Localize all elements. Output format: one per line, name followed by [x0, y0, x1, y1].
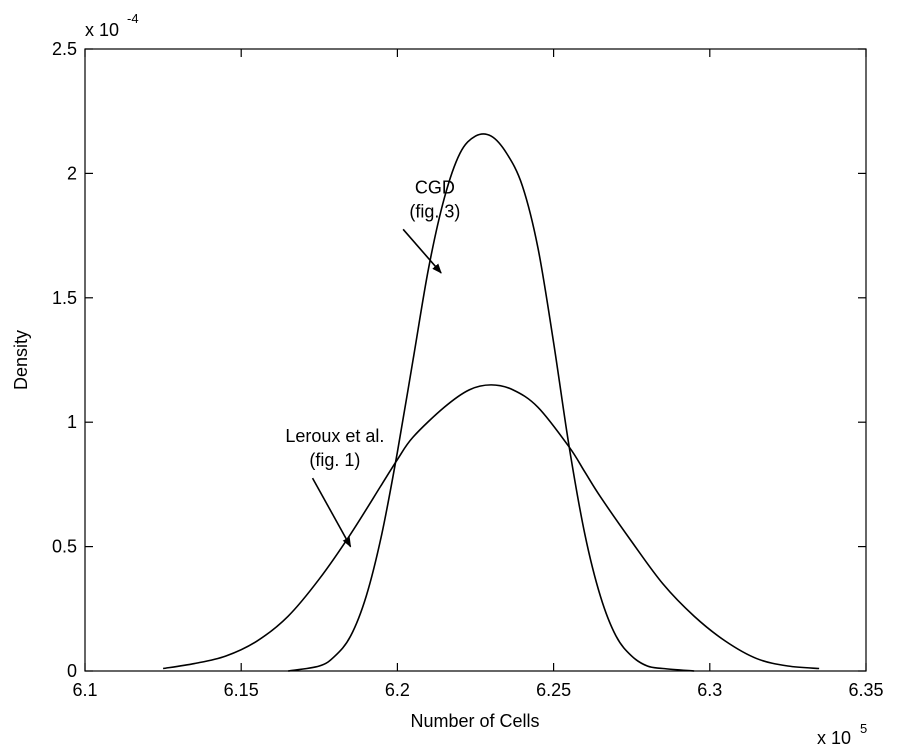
series-curves: [162, 133, 820, 672]
plot-frame: [84, 48, 867, 672]
y-tick-label: 0: [67, 661, 77, 681]
y-tick-label: 2: [67, 163, 77, 183]
y-multiplier-exponent: -4: [127, 11, 139, 26]
annotation-1: CGD (fig. 3): [402, 177, 460, 274]
x-tick-label: 6.25: [536, 680, 571, 700]
annotation-label: (fig. 1): [309, 450, 360, 470]
annotation-label: Leroux et al.: [285, 426, 384, 446]
y-tick-label: 1: [67, 412, 77, 432]
x-tick-label: 6.15: [224, 680, 259, 700]
x-tick-label: 6.35: [848, 680, 883, 700]
y-tick-label: 2.5: [52, 39, 77, 59]
x-tick-label: 6.1: [72, 680, 97, 700]
annotation-arrow: [311, 477, 352, 548]
x-multiplier-exponent: 5: [860, 721, 867, 736]
y-multiplier-base: x 10: [85, 20, 119, 40]
annotations: CGD (fig. 3) Leroux et al. (fig. 1): [285, 177, 460, 548]
annotation-2: Leroux et al. (fig. 1): [285, 426, 384, 548]
x-axis-title: Number of Cells: [410, 711, 539, 731]
x-tick-labels: 6.1 6.15 6.2 6.25 6.3 6.35: [72, 680, 883, 700]
x-multiplier-base: x 10: [817, 728, 851, 748]
x-tick-label: 6.3: [697, 680, 722, 700]
y-multiplier: x 10 -4: [85, 11, 139, 40]
series-line-2: [287, 133, 695, 672]
annotation-arrow: [402, 228, 442, 274]
annotation-label: (fig. 3): [409, 201, 460, 221]
y-tick-label: 1.5: [52, 288, 77, 308]
annotation-label: CGD: [415, 177, 455, 197]
y-tick-labels: 0 0.5 1 1.5 2 2.5: [52, 39, 77, 681]
y-axis-title: Density: [11, 330, 31, 390]
x-multiplier: x 10 5: [817, 721, 867, 748]
axis-ticks: [84, 48, 867, 672]
x-tick-label: 6.2: [385, 680, 410, 700]
y-tick-label: 0.5: [52, 537, 77, 557]
series-line-1: [162, 384, 820, 670]
